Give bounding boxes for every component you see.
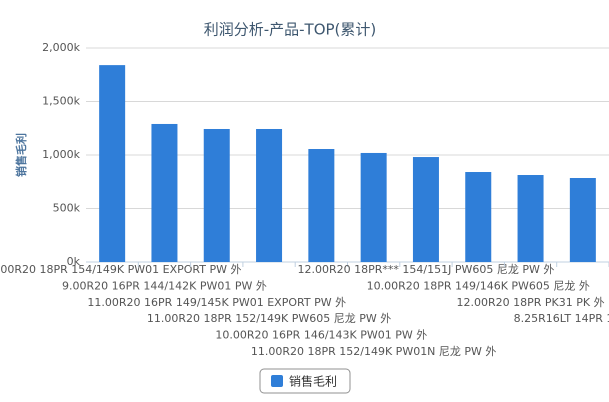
bar <box>99 65 126 263</box>
y-tick-label: 1,000k <box>42 148 80 161</box>
y-tick-label: 2,000k <box>42 41 80 54</box>
x-tick-label: 11.00R20 16PR 149/145K PW01 EXPORT PW 外 <box>87 296 346 309</box>
bar <box>465 172 492 262</box>
bar <box>360 152 387 262</box>
bar <box>412 157 439 262</box>
bar <box>308 149 335 262</box>
x-tick-label: 10.00R20 16PR 146/143K PW01 PW 外 <box>215 329 427 342</box>
bar <box>203 128 230 262</box>
x-tick-label: 12.00R20 18PR PK31 PK 外 <box>457 296 605 309</box>
x-tick-label: 12.00R20 18PR*** 154/151J PW605 尼龙 PW 外 <box>298 263 555 276</box>
x-tick-label: 11.00R20 18PR 152/149K PW605 尼龙 PW 外 <box>147 312 391 325</box>
x-tick-label: 11.00R20 18PR 152/149K PW01N 尼龙 PW 外 <box>251 345 497 358</box>
bar <box>151 123 178 262</box>
legend-label: 销售毛利 <box>289 374 337 389</box>
y-axis-label: 销售毛利 <box>14 133 28 177</box>
y-tick-label: 500k <box>53 202 81 215</box>
x-tick-label: 8.25R16LT 14PR 126/122 <box>514 312 609 325</box>
x-tick-label: 9.00R20 16PR 144/142K PW01 PW 外 <box>62 279 267 292</box>
bar <box>256 128 283 262</box>
chart-title: 利润分析-产品-TOP(累计) <box>204 21 377 39</box>
x-tick-label: 10.00R20 18PR 149/146K PW605 尼龙 外 <box>367 279 590 292</box>
y-tick-label: 1,500k <box>42 95 80 108</box>
bar <box>569 178 596 262</box>
x-tick-label: 10.00R20 18PR 154/149K PW01 EXPORT PW 外 <box>0 263 241 276</box>
legend-swatch <box>271 375 283 387</box>
bar <box>517 175 544 262</box>
legend-box <box>259 368 351 394</box>
y-tick-label: 0k <box>67 255 81 268</box>
